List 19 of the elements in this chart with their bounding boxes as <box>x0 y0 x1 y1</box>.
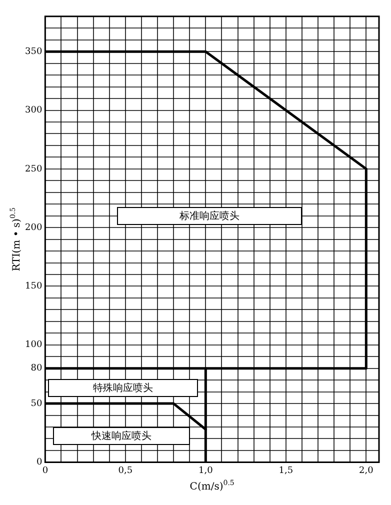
annotation: 快速响应喷头 <box>91 430 152 444</box>
y-tick-label: 350 <box>24 46 42 57</box>
label-frame: 特殊响应喷头 <box>48 379 198 398</box>
y-tick-label: 80 <box>30 364 42 374</box>
label-frame: 标准响应喷头 <box>117 206 302 225</box>
label-frame: 快速响应喷头 <box>53 427 190 446</box>
annotation: 特殊响应喷头 <box>93 382 153 396</box>
y-tick-label: 300 <box>24 106 42 116</box>
y-tick-label: 150 <box>24 282 42 292</box>
x-tick-label: 1,5 <box>278 466 294 476</box>
y-tick-label: 100 <box>24 340 42 350</box>
y-tick-label: 200 <box>24 222 42 233</box>
y-tick-label: 250 <box>24 164 42 174</box>
x-tick-label: 0,5 <box>118 466 133 476</box>
x-tick-label: 2,0 <box>358 466 374 476</box>
x-tick-label: 1,0 <box>198 466 214 476</box>
y-tick-label: 0 <box>36 458 42 468</box>
y-tick-label: 50 <box>30 398 42 409</box>
annotation: 标准响应喷头 <box>180 210 240 223</box>
